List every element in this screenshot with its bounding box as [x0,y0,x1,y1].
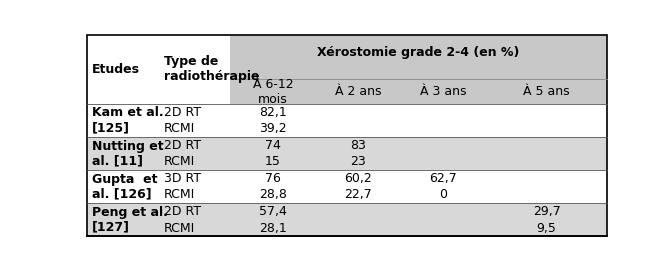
Text: 23: 23 [350,155,366,168]
Text: 83: 83 [350,139,366,152]
Bar [230,104,315,137]
Text: 15: 15 [265,155,281,168]
Bar [160,79,230,104]
Bar [401,137,486,170]
Bar [315,104,401,137]
Bar [486,137,607,170]
Bar [486,170,607,203]
Text: À 5 ans: À 5 ans [523,85,570,98]
Text: Kam et al.
[125]: Kam et al. [125] [92,106,163,134]
Bar [160,35,230,79]
Bar [315,170,401,203]
Bar [401,170,486,203]
Bar [230,79,315,104]
Bar [401,79,486,104]
Text: 28,1: 28,1 [259,221,287,235]
Text: Nutting et
al. [11]: Nutting et al. [11] [92,139,163,167]
Bar [230,137,315,170]
Text: À 6-12
mois: À 6-12 mois [253,78,293,106]
Text: 28,8: 28,8 [259,188,287,201]
Text: 74: 74 [265,139,281,152]
Text: 9,5: 9,5 [537,221,556,235]
Bar [160,137,230,170]
Text: 3D RT: 3D RT [164,172,201,185]
Bar [160,203,230,236]
Text: 29,7: 29,7 [533,205,560,218]
Bar [87,170,160,203]
Text: Gupta  et
al. [126]: Gupta et al. [126] [92,173,157,201]
Bar [315,137,401,170]
Text: Type de
radiothérapie: Type de radiothérapie [164,55,260,83]
Text: 57,4: 57,4 [259,205,287,218]
Text: Peng et al.
[127]: Peng et al. [127] [92,206,168,234]
Bar [87,35,160,79]
Bar [486,203,607,236]
Text: 82,1: 82,1 [259,106,287,119]
Bar [315,203,401,236]
Text: À 3 ans: À 3 ans [420,85,467,98]
Text: 22,7: 22,7 [344,188,372,201]
Text: RCMI: RCMI [164,221,195,235]
Text: RCMI: RCMI [164,155,195,168]
Text: RCMI: RCMI [164,122,195,135]
Bar [87,79,160,104]
Bar [87,137,160,170]
Text: 60,2: 60,2 [344,172,372,185]
Bar [160,104,230,137]
Text: 2D RT: 2D RT [164,139,201,152]
Bar [160,170,230,203]
Text: 39,2: 39,2 [259,122,287,135]
Text: 0: 0 [440,188,448,201]
Bar [230,170,315,203]
Text: Xérostomie grade 2-4 (en %): Xérostomie grade 2-4 (en %) [317,46,520,59]
Bar [87,104,160,137]
Bar [486,104,607,137]
Text: 76: 76 [265,172,281,185]
Bar [315,79,401,104]
Text: À 2 ans: À 2 ans [335,85,382,98]
Text: 2D RT: 2D RT [164,106,201,119]
Bar [401,203,486,236]
Text: RCMI: RCMI [164,188,195,201]
Text: 2D RT: 2D RT [164,205,201,218]
Text: Etudes: Etudes [92,63,140,76]
Bar [230,203,315,236]
Bar [87,203,160,236]
Bar [401,104,486,137]
Text: 62,7: 62,7 [429,172,458,185]
Bar [486,79,607,104]
Bar [230,35,607,79]
